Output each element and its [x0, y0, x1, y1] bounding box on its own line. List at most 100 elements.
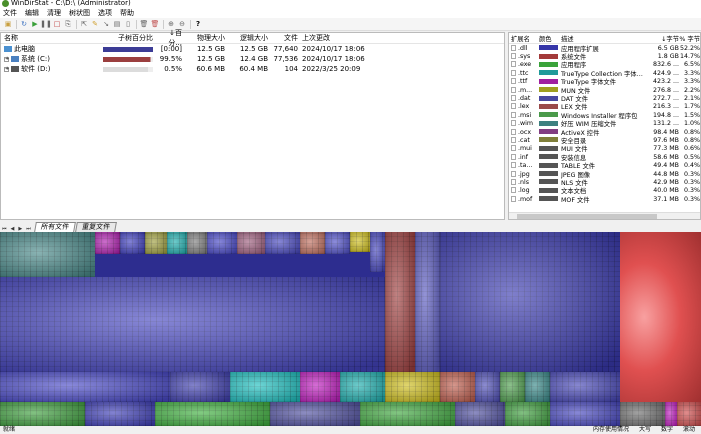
- treemap-block[interactable]: [620, 402, 665, 426]
- col-physical-size[interactable]: 物理大小: [197, 34, 225, 42]
- treemap-block[interactable]: [360, 402, 455, 426]
- col-name[interactable]: 名称: [4, 34, 18, 42]
- treemap-block[interactable]: [85, 402, 155, 426]
- extension-row[interactable]: .dll 应用程序扩展 6.5 GB 52.2%: [509, 44, 700, 53]
- treemap-block[interactable]: [155, 402, 270, 426]
- document-icon[interactable]: ▯: [126, 20, 130, 28]
- treemap-block[interactable]: [120, 232, 145, 254]
- extension-row[interactable]: .dat DAT 文件 272.7 ... 2.1%: [509, 94, 700, 103]
- properties-icon[interactable]: ▤: [113, 20, 121, 28]
- extension-row[interactable]: .nls NLS 文件 42.9 MB 0.3%: [509, 178, 700, 187]
- treemap-block[interactable]: [665, 402, 677, 426]
- refresh-icon[interactable]: ↻: [21, 20, 27, 28]
- horizontal-scrollbar[interactable]: [509, 212, 700, 219]
- treemap-block[interactable]: [270, 402, 360, 426]
- treemap-block[interactable]: [300, 372, 340, 402]
- treemap-block[interactable]: [207, 232, 237, 254]
- col-extension[interactable]: 扩展名: [511, 35, 530, 43]
- extension-row[interactable]: .ta... TABLE 文件 49.4 MB 0.4%: [509, 161, 700, 170]
- treemap-block[interactable]: [505, 402, 550, 426]
- treemap-block[interactable]: [265, 232, 300, 254]
- col-last-change[interactable]: 上次更改: [302, 34, 330, 42]
- extension-row[interactable]: .wim 好压 WIM 压缩文件 131.2 ... 1.0%: [509, 120, 700, 128]
- treemap-block[interactable]: [95, 232, 120, 254]
- col-bytes-percent[interactable]: % 字节: [679, 35, 700, 43]
- treemap-block[interactable]: [325, 232, 350, 254]
- scrollbar-thumb[interactable]: [517, 214, 657, 219]
- treemap-block[interactable]: [340, 372, 385, 402]
- menu-options[interactable]: 选项: [98, 9, 112, 17]
- treemap-block[interactable]: [455, 402, 505, 426]
- menu-treemap[interactable]: 树状图: [69, 9, 90, 17]
- treemap-block[interactable]: [500, 372, 525, 402]
- col-bytes[interactable]: ↓字节: [661, 35, 679, 43]
- expand-icon[interactable]: +: [4, 55, 10, 62]
- extension-row[interactable]: .msi Windows Installer 程序包 194.8 ... 1.5%: [509, 111, 700, 120]
- extension-row[interactable]: .ocx ActiveX 控件 98.4 MB 0.8%: [509, 128, 700, 137]
- menu-file[interactable]: 文件: [3, 9, 17, 17]
- extension-row[interactable]: .log 文本文档 40.0 MB 0.3%: [509, 187, 700, 195]
- treemap-block[interactable]: [0, 232, 95, 277]
- extension-row[interactable]: .lex LEX 文件 216.3 ... 1.7%: [509, 103, 700, 111]
- menu-edit[interactable]: 编辑: [25, 9, 39, 17]
- treemap-block[interactable]: [385, 232, 415, 372]
- extension-row[interactable]: .exe 应用程序 832.6 ... 6.5%: [509, 61, 700, 69]
- extension-row[interactable]: .mui MUI 文件 77.3 MB 0.6%: [509, 145, 700, 153]
- extension-row[interactable]: .ttf TrueType 字体文件 423.2 ... 3.3%: [509, 78, 700, 86]
- zoom-in-icon[interactable]: ⊕: [168, 20, 174, 28]
- menu-help[interactable]: 帮助: [120, 9, 134, 17]
- recycle-icon[interactable]: 🗑: [139, 20, 149, 28]
- treemap-block[interactable]: [187, 232, 207, 254]
- copy-icon[interactable]: ⎘: [65, 19, 71, 28]
- extension-row[interactable]: .mof MOF 文件 37.1 MB 0.3%: [509, 195, 700, 204]
- treemap-block[interactable]: [677, 402, 701, 426]
- treemap-block[interactable]: [385, 372, 440, 402]
- treemap-block[interactable]: [440, 372, 475, 402]
- last-tab-icon[interactable]: ⏭: [26, 226, 31, 232]
- open-icon[interactable]: ▣: [4, 20, 12, 28]
- treemap-block[interactable]: [350, 232, 370, 252]
- treemap[interactable]: [0, 232, 701, 426]
- col-color[interactable]: 颜色: [539, 35, 552, 43]
- col-logical-size[interactable]: 逻辑大小: [240, 34, 268, 42]
- treemap-block[interactable]: [475, 372, 500, 402]
- treemap-block[interactable]: [415, 232, 440, 372]
- folder-up-icon[interactable]: ⇱: [81, 20, 87, 28]
- treemap-block[interactable]: [230, 372, 300, 402]
- treemap-block[interactable]: [170, 372, 230, 402]
- extension-row[interactable]: .m... MUN 文件 276.8 ... 2.2%: [509, 86, 700, 95]
- treemap-block[interactable]: [550, 372, 620, 402]
- delete-icon[interactable]: 🗑: [150, 20, 160, 28]
- treemap-block[interactable]: [550, 402, 620, 426]
- extension-row[interactable]: .jpg JPEG 图像 44.8 MB 0.3%: [509, 170, 700, 179]
- extension-row[interactable]: .cat 安全目录 97.6 MB 0.8%: [509, 136, 700, 145]
- treemap-block[interactable]: [0, 372, 170, 402]
- explorer-icon[interactable]: ✎: [92, 20, 98, 28]
- treemap-block[interactable]: [370, 232, 385, 272]
- treemap-block[interactable]: [0, 402, 85, 426]
- extension-row[interactable]: .inf 安装信息 58.6 MB 0.5%: [509, 153, 700, 162]
- treemap-block[interactable]: [237, 232, 265, 254]
- tree-row[interactable]: + 系统 (C:) 99.5% 12.5 GB 12.4 GB 77,536 2024/10…: [1, 54, 504, 64]
- first-tab-icon[interactable]: ⏮: [2, 226, 7, 232]
- extension-row[interactable]: .sys 系统文件 1.8 GB 14.7%: [509, 52, 700, 61]
- stop-icon[interactable]: □: [53, 20, 61, 28]
- col-files[interactable]: 文件: [284, 34, 298, 42]
- treemap-block[interactable]: [440, 232, 620, 372]
- extension-row[interactable]: .ttc TrueType Collection 字体文... 424.9 ... 3…: [509, 69, 700, 78]
- treemap-block[interactable]: [525, 372, 550, 402]
- help-icon[interactable]: ?: [195, 20, 201, 28]
- treemap-block[interactable]: [167, 232, 187, 254]
- menu-clean[interactable]: 清理: [47, 9, 61, 17]
- next-tab-icon[interactable]: ▶: [18, 226, 23, 232]
- col-percent[interactable]: ↓百分...: [168, 29, 182, 47]
- tree-row[interactable]: 此电脑 [0:00] 12.5 GB 12.5 GB 77,640 2024/10/17 …: [1, 44, 504, 54]
- col-subtree-percent[interactable]: 子树百分比: [118, 34, 153, 42]
- cmd-icon[interactable]: ↘: [103, 20, 109, 28]
- pause-icon[interactable]: ❚❚: [40, 20, 52, 28]
- prev-tab-icon[interactable]: ◀: [10, 226, 15, 232]
- tree-row[interactable]: + 软件 (D:) 0.5% 60.6 MB 60.4 MB 104 2022/3/25 2…: [1, 64, 504, 74]
- expand-icon[interactable]: +: [4, 65, 10, 72]
- col-description[interactable]: 描述: [561, 35, 574, 43]
- treemap-block[interactable]: [145, 232, 167, 254]
